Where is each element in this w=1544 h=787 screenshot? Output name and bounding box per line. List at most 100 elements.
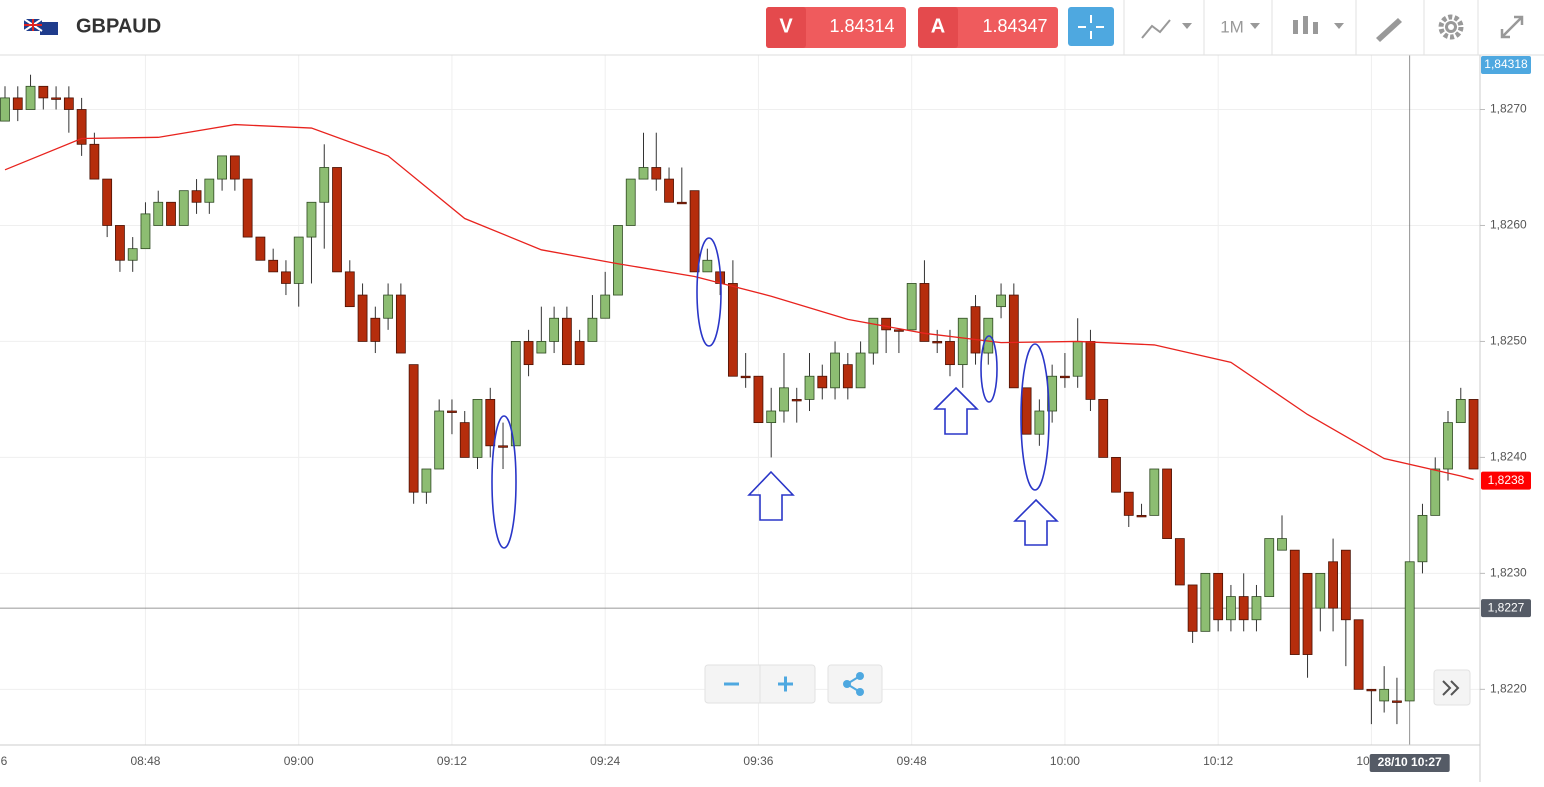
candle-body (0, 97, 10, 122)
candle-body (881, 317, 892, 331)
candle-body (1353, 619, 1364, 690)
candle-body (191, 190, 202, 203)
flag-icon (23, 18, 58, 35)
scroll-right-button[interactable] (1442, 680, 1460, 696)
candle-body (1417, 514, 1428, 563)
candle-body (293, 236, 304, 284)
x-tick-label: 10:00 (1050, 754, 1080, 768)
candle-body (1340, 549, 1351, 621)
candle-body (1123, 491, 1134, 516)
candle-body (1008, 294, 1019, 389)
candle-body (1366, 688, 1377, 692)
candle-body (740, 375, 751, 379)
candle-body (625, 178, 636, 226)
drawing-button[interactable] (1376, 18, 1402, 42)
moving-average-line (4, 123, 1474, 481)
x-tick-label: 08:48 (130, 754, 160, 768)
current-price-tag-text: 1,84318 (1484, 57, 1528, 71)
candle-body (1098, 399, 1109, 458)
candle-body (89, 143, 100, 180)
sell-button[interactable]: V 1.84314 (766, 7, 906, 48)
x-tick-label: 09:24 (590, 754, 620, 768)
candle-body (1277, 538, 1287, 551)
candle-body (1315, 572, 1326, 609)
candle-body (1213, 572, 1224, 621)
timeframe-button[interactable]: 1M (1220, 17, 1260, 36)
share-button[interactable] (843, 672, 864, 696)
candle-body (932, 341, 943, 344)
candle-body (459, 422, 470, 458)
candle-body (1060, 375, 1070, 379)
candle-body (523, 341, 534, 366)
candle-body (1187, 584, 1198, 632)
y-tick-label: 1,8260 (1490, 218, 1527, 232)
candle-body (766, 410, 777, 424)
last-price-tag: 1,8238 (1481, 471, 1531, 490)
candle-body (1111, 457, 1121, 493)
candle-body (12, 97, 23, 110)
candle-body (791, 399, 802, 402)
candle-body (204, 178, 215, 203)
settings-button[interactable] (1438, 14, 1464, 40)
last-price-tag-text: 1,8238 (1488, 473, 1525, 487)
candle-body (510, 341, 521, 447)
sell-price: 1.84314 (829, 16, 894, 36)
candle-body (842, 364, 853, 389)
candle-body (332, 167, 342, 273)
candle-body (63, 97, 74, 110)
candle-body (613, 225, 623, 296)
indicators-button[interactable] (1141, 19, 1192, 39)
candle-body (574, 341, 585, 366)
x-tick-label: 09:12 (437, 754, 467, 768)
crosshair-button[interactable] (1068, 7, 1114, 46)
candle-body (319, 167, 330, 203)
candle-body (306, 201, 317, 238)
candle-body (1455, 399, 1466, 424)
candle-body (561, 317, 572, 366)
candle-body (1162, 468, 1172, 539)
candle-body (421, 468, 432, 493)
candle-body (1443, 422, 1453, 470)
zoom-controls (704, 664, 1471, 706)
candle-body (344, 271, 355, 308)
sell-label: V (779, 15, 793, 37)
candle-body (1149, 468, 1160, 516)
y-tick-label: 1,8270 (1490, 102, 1527, 116)
candle-body (485, 399, 496, 447)
candle-body (1072, 341, 1083, 377)
candle-body (549, 317, 560, 342)
crosshair-price-tag-box (1481, 599, 1531, 618)
candle-body (1200, 572, 1211, 632)
candle-body (498, 445, 508, 448)
candle-body (1302, 572, 1313, 655)
candle-body (894, 329, 904, 332)
candle-body (1226, 596, 1236, 621)
buy-price: 1.84347 (982, 16, 1047, 36)
candle-body (651, 167, 662, 180)
candle-body (817, 375, 828, 389)
candle-body (676, 201, 687, 205)
candle-body (638, 167, 649, 180)
candle-body (702, 259, 713, 273)
candle-body (115, 225, 125, 261)
last-price-tag-box (1481, 471, 1531, 490)
candle-body (970, 306, 981, 354)
candle-body (1034, 410, 1045, 435)
symbol: GBPAUD (76, 15, 161, 37)
zoom-in-button[interactable] (778, 676, 793, 692)
candle-body (957, 317, 968, 366)
buy-button[interactable]: A 1.84347 (918, 7, 1058, 48)
candle-body (1289, 549, 1300, 655)
plot-area (0, 55, 1480, 745)
candle-body (945, 341, 955, 366)
x-tick-label: 09:36 (743, 754, 773, 768)
candle-body (102, 178, 113, 226)
candle-body (868, 317, 879, 354)
candle-body (25, 85, 36, 110)
candle-body (229, 155, 240, 180)
candle-body (357, 294, 368, 342)
candle-body (268, 259, 279, 273)
fullscreen-button[interactable] (1500, 15, 1524, 39)
chart-type-button[interactable] (1293, 16, 1344, 34)
